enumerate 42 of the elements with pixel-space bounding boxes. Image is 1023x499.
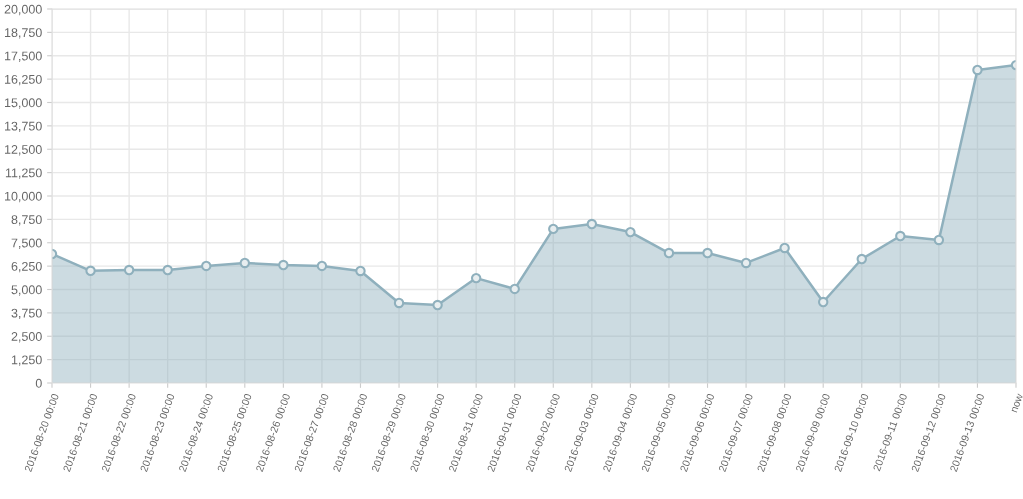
point <box>355 265 366 277</box>
y-tick-label: 2,500 <box>11 332 42 343</box>
y-tick-label: 5,000 <box>11 285 42 296</box>
point <box>85 265 96 277</box>
y-tick-label: 7,500 <box>11 238 42 249</box>
x-tick-label: now <box>1011 393 1023 413</box>
y-tick-label: 8,750 <box>11 215 42 226</box>
point <box>162 264 173 276</box>
y-tick-label: 0 <box>35 378 42 388</box>
point <box>702 247 713 259</box>
y-tick-label: 15,000 <box>5 98 42 109</box>
point <box>895 230 906 242</box>
point <box>740 257 752 269</box>
y-tick-label: 6,250 <box>11 261 42 273</box>
point <box>393 297 405 309</box>
point <box>548 223 559 235</box>
point <box>432 299 443 311</box>
point <box>509 283 520 295</box>
y-tick-label: 1,250 <box>11 355 42 366</box>
point <box>201 260 212 272</box>
point <box>316 260 328 272</box>
point <box>933 234 945 246</box>
y-tick-label: 17,500 <box>5 51 42 62</box>
point <box>586 218 598 230</box>
point <box>625 226 636 238</box>
y-tick-label: 13,750 <box>5 121 42 132</box>
point <box>123 264 135 276</box>
point <box>779 242 790 254</box>
y-tick-label: 16,250 <box>5 74 42 86</box>
y-tick-label: 10,000 <box>5 191 42 203</box>
point <box>972 64 983 76</box>
point <box>239 257 251 269</box>
point <box>470 272 482 284</box>
point <box>856 253 867 265</box>
point <box>817 296 829 308</box>
point <box>278 259 289 271</box>
y-tick-label: 11,250 <box>5 168 42 179</box>
y-tick-label: 18,750 <box>5 28 42 39</box>
y-tick-label: 3,750 <box>11 308 42 319</box>
point <box>663 247 675 259</box>
y-tick-label: 20,000 <box>4 4 42 16</box>
y-tick-label: 12,500 <box>5 145 42 156</box>
